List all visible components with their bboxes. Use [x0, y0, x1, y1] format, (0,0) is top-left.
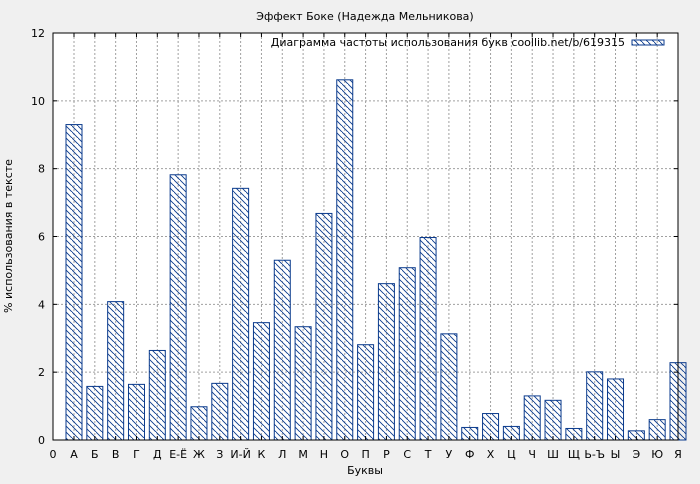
y-tick-label: 0: [38, 434, 45, 447]
x-tick-label: Т: [424, 448, 432, 461]
bar: [107, 301, 125, 441]
x-tick-label: О: [340, 448, 349, 461]
x-tick-label: Ж: [193, 448, 205, 461]
bar: [607, 378, 625, 441]
bar: [190, 406, 208, 441]
bar: [232, 187, 250, 441]
y-tick-label: 10: [31, 95, 45, 108]
x-tick-label: Ы: [611, 448, 621, 461]
y-tick-label: 12: [31, 27, 45, 40]
bar: [252, 322, 270, 441]
x-tick-label: В: [112, 448, 120, 461]
bar: [440, 333, 458, 441]
x-tick-label: К: [258, 448, 266, 461]
bar: [169, 174, 187, 441]
x-tick-label: Ь-Ъ: [584, 448, 605, 461]
legend-swatch: [631, 39, 665, 46]
x-tick-label: П: [361, 448, 369, 461]
y-tick-label: 4: [38, 298, 45, 311]
x-axis-label: Буквы: [347, 464, 383, 477]
bar: [127, 383, 145, 441]
x-tick-label: Б: [91, 448, 99, 461]
x-tick-label: З: [216, 448, 223, 461]
x-tick-label: 0: [50, 448, 57, 461]
bar: [377, 283, 395, 441]
x-tick-label: Х: [487, 448, 495, 461]
bar: [315, 212, 333, 441]
x-tick-label: А: [70, 448, 78, 461]
x-tick-label: Н: [320, 448, 328, 461]
bar: [419, 237, 437, 441]
x-tick-label: Ш: [547, 448, 559, 461]
bar: [273, 259, 291, 441]
x-tick-label: Щ: [568, 448, 580, 461]
x-tick-label: Е-Ё: [169, 448, 187, 461]
x-tick-label: С: [403, 448, 411, 461]
y-axis-label: % использования в тексте: [2, 159, 15, 313]
x-tick-label: Л: [278, 448, 286, 461]
x-tick-label: У: [446, 448, 453, 461]
bar: [148, 349, 166, 441]
x-tick-label: Ч: [528, 448, 536, 461]
legend: Диаграмма частоты использования букв coo…: [271, 36, 665, 49]
bar: [544, 399, 562, 441]
x-tick-label: Р: [383, 448, 390, 461]
y-tick-label: 6: [38, 231, 45, 244]
bar: [357, 344, 375, 441]
x-tick-label: Я: [674, 448, 682, 461]
x-tick-label: Ф: [465, 448, 474, 461]
x-tick-label: И-Й: [230, 448, 250, 461]
x-tick-label: М: [298, 448, 308, 461]
y-tick-label: 8: [38, 163, 45, 176]
x-tick-label: Г: [133, 448, 140, 461]
legend-label: Диаграмма частоты использования букв coo…: [271, 36, 625, 49]
x-tick-label: Д: [153, 448, 162, 461]
bar: [294, 326, 312, 441]
bar: [65, 124, 83, 441]
bar: [398, 267, 416, 441]
chart-title: Эффект Боке (Надежда Мельникова): [256, 10, 473, 23]
bar: [86, 385, 104, 441]
bar: [586, 371, 604, 441]
bar: [336, 79, 354, 441]
x-tick-label: Ю: [651, 448, 663, 461]
bar: [211, 382, 229, 441]
bar: [523, 395, 541, 441]
y-tick-label: 2: [38, 366, 45, 379]
x-tick-label: Ц: [507, 448, 516, 461]
x-tick-label: Э: [633, 448, 641, 461]
